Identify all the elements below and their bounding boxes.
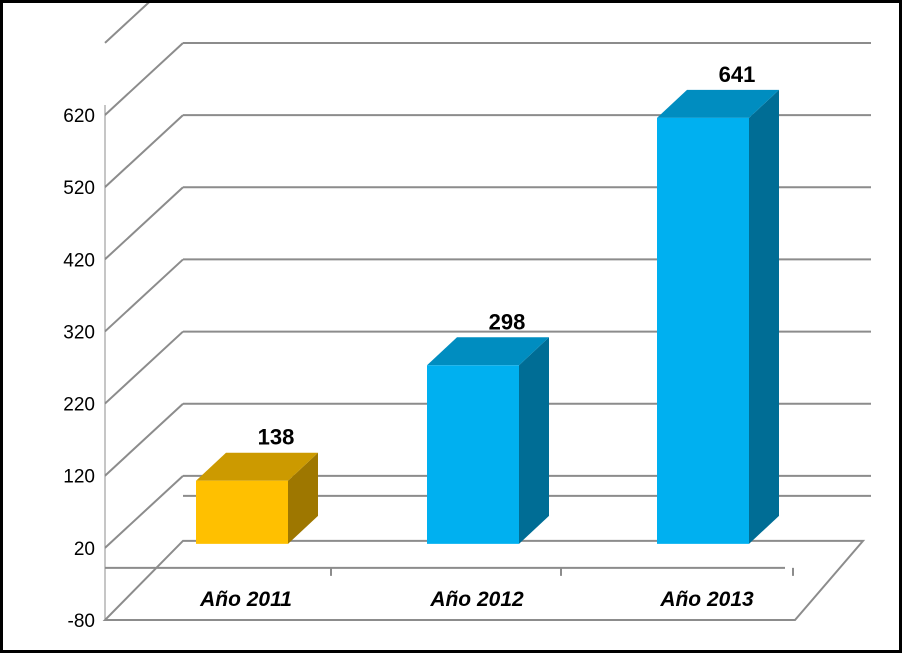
gridline-side [104,114,184,188]
x-axis: Año 2011 Año 2012 Año 2013 [199,588,754,611]
y-tick-label: -80 [68,611,95,632]
x-tick-label: Año 2012 [429,588,524,611]
gridline-side [104,258,184,333]
y-tick-label: 120 [63,467,95,488]
y-tick-label: 220 [63,395,95,416]
bar [196,452,318,544]
bar-side [519,337,549,544]
gridline-side [104,475,184,549]
bar-top [196,452,318,481]
chart-floor [102,105,866,621]
y-tick-label: 20 [74,539,95,560]
bar [427,337,549,544]
x-tick-label: Año 2011 [199,588,292,611]
bar [657,89,779,544]
x-tick-label: Año 2013 [659,588,754,611]
bars [196,89,779,544]
gridline-side [104,402,184,477]
y-tick-label: 520 [63,178,95,199]
gridline-side [104,3,150,44]
bar-front [196,480,288,544]
y-tick-label: 620 [63,106,95,127]
bar-top [427,337,549,366]
bar-front [427,365,519,544]
bar-side [749,89,779,544]
bar-chart: 620 520 420 320 220 120 20 -80 Año 2011 Año 2012… [63,3,871,632]
gridline-side [104,186,184,261]
data-label: 298 [489,309,526,334]
bar-side [288,452,318,544]
y-tick-label: 320 [63,322,95,343]
y-axis: 620 520 420 320 220 120 20 -80 [63,106,95,632]
data-label: 138 [258,425,295,450]
gridline-side [104,42,184,116]
data-labels: 138 298 641 [258,62,756,450]
bar-front [657,117,749,544]
bar-top [657,89,779,118]
gridline-side [104,330,184,405]
y-tick-label: 420 [63,250,95,271]
data-label: 641 [719,62,756,87]
